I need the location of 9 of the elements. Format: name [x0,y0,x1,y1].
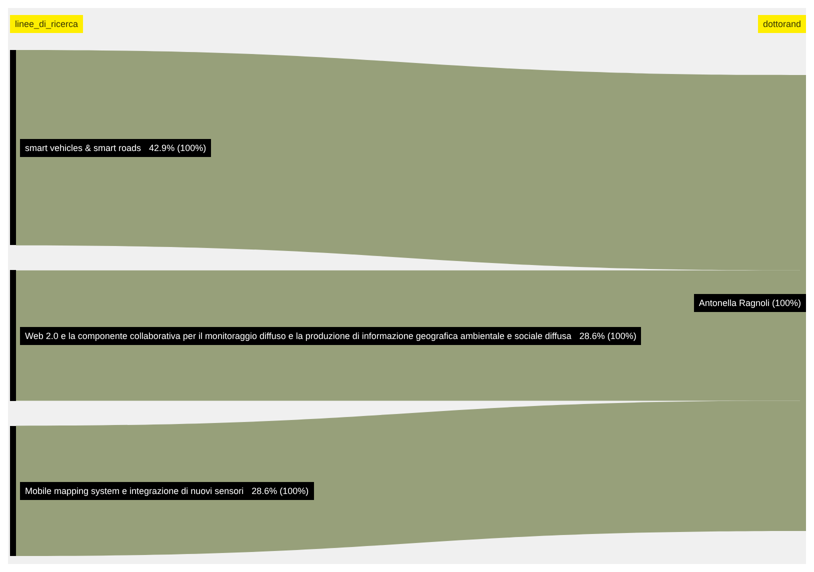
category-label: Mobile mapping system e integrazione di nuovi sensori [25,486,244,496]
data-label: 28.6% (100%) [579,330,636,341]
text: dottorand [758,15,806,33]
text: linee_di_ricerca [10,15,84,33]
data-label: 42.9% (100%) [149,142,206,153]
category-label: Web 2.0 e la componente collaborativa per il monitoraggio diffuso e la produzione di informazione geografica ambientale e sociale diffusa [25,330,572,341]
text: Antonella Ragnoli (100%) [694,294,806,312]
data-label: 28.6% (100%) [252,486,309,496]
category-label: smart vehicles & smart roads [25,142,142,153]
